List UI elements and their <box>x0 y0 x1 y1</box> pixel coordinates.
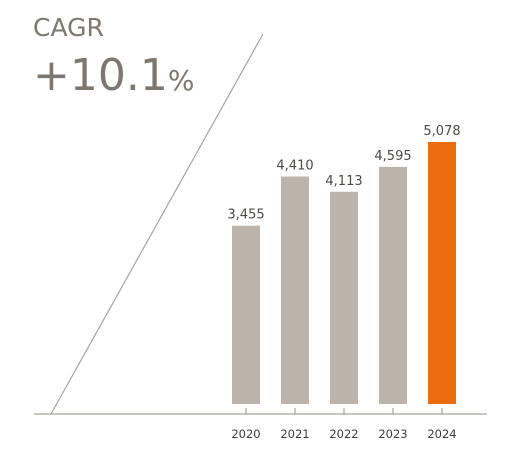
bar-2024 <box>428 142 456 404</box>
tick-label-group: 2020 2021 2022 2023 2024 <box>231 427 456 441</box>
value-label-2022: 4,113 <box>325 174 362 189</box>
bar-2023 <box>379 166 407 404</box>
x-tick-label-2021: 2021 <box>280 427 309 441</box>
value-label-2020: 3,455 <box>227 208 264 223</box>
bar-group <box>232 142 456 404</box>
decorative-slash-line <box>50 33 264 415</box>
bar-2021 <box>281 176 309 404</box>
x-tick-label-2023: 2023 <box>378 427 407 441</box>
bar-2022 <box>330 191 358 404</box>
cagr-label: CAGR <box>33 13 104 42</box>
cagr-unit: % <box>168 64 195 97</box>
value-label-group: 3,455 4,410 4,113 4,595 5,078 <box>227 124 460 223</box>
x-tick-label-2020: 2020 <box>231 427 260 441</box>
value-label-2023: 4,595 <box>374 149 411 164</box>
x-tick-label-2022: 2022 <box>329 427 358 441</box>
x-tick-label-2024: 2024 <box>427 427 456 441</box>
tick-group <box>245 408 443 414</box>
cagr-value: +10.1% <box>33 50 194 101</box>
bar-2020 <box>232 225 260 404</box>
value-label-2024: 5,078 <box>423 124 460 139</box>
value-label-2021: 4,410 <box>276 159 313 174</box>
cagr-number: +10.1 <box>33 50 168 101</box>
